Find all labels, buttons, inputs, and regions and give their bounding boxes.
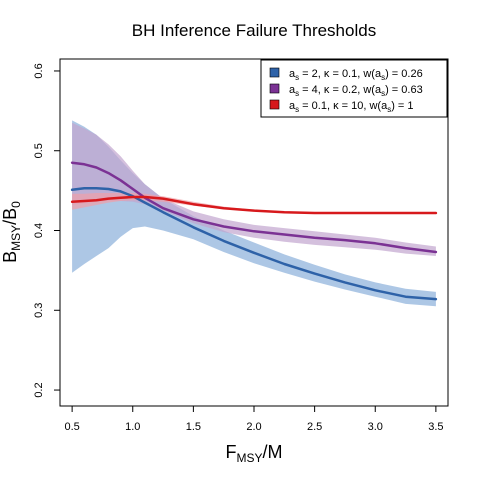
- y-axis-label-mid: /B: [0, 208, 20, 225]
- x-axis-label: FMSY/M: [225, 442, 282, 465]
- series-3-line: [70, 195, 438, 215]
- legend-label-2: as = 4, κ = 0.2, w(as) = 0.63: [289, 84, 423, 98]
- chart-title: BH Inference Failure Thresholds: [132, 21, 376, 40]
- series-2-line: [70, 161, 438, 254]
- y-axis-label-sub: MSY: [9, 225, 23, 251]
- x-tick-label: 1.0: [125, 421, 140, 433]
- y-axis: 0.2 0.3 0.4 0.5 0.6: [33, 63, 60, 398]
- x-tick-label: 2.0: [246, 421, 261, 433]
- y-tick-label: 0.6: [33, 63, 45, 78]
- x-tick-label: 3.0: [368, 421, 383, 433]
- y-tick-label: 0.3: [33, 303, 45, 318]
- legend: as = 2, κ = 0.1, w(as) = 0.26 as = 4, κ =…: [260, 59, 448, 118]
- legend-box: [260, 59, 448, 118]
- y-axis-label-main: B: [0, 251, 20, 263]
- legend-swatch-2: [269, 83, 280, 94]
- y-axis-label: BMSY/B0: [0, 201, 23, 263]
- legend-label-1: as = 2, κ = 0.1, w(as) = 0.26: [289, 68, 423, 82]
- legend-swatch-1: [269, 67, 280, 78]
- y-axis-label-sub2: 0: [9, 201, 23, 208]
- x-tick-label: 3.5: [428, 421, 443, 433]
- series-1-line: [70, 186, 438, 301]
- series-1-band: [72, 120, 436, 307]
- x-axis-label-main: F: [225, 442, 236, 462]
- x-axis-label-rest: /M: [263, 442, 283, 462]
- legend-swatch-3: [269, 99, 280, 110]
- x-axis: 0.5 1.0 1.5 2.0 2.5 3.0 3.5: [64, 406, 444, 433]
- y-tick-label: 0.5: [33, 143, 45, 158]
- x-tick-label: 0.5: [64, 421, 79, 433]
- y-tick-label: 0.2: [33, 382, 45, 397]
- series-2-band: [72, 122, 436, 256]
- y-tick-label: 0.4: [33, 223, 45, 238]
- series-lines: [70, 161, 438, 301]
- x-tick-label: 1.5: [186, 421, 201, 433]
- x-axis-label-sub: MSY: [236, 451, 262, 465]
- legend-items: as = 2, κ = 0.1, w(as) = 0.26 as = 4, κ =…: [269, 67, 423, 114]
- legend-label-3: as = 0.1, κ = 10, w(as) = 1: [289, 100, 414, 114]
- x-tick-label: 2.5: [307, 421, 322, 433]
